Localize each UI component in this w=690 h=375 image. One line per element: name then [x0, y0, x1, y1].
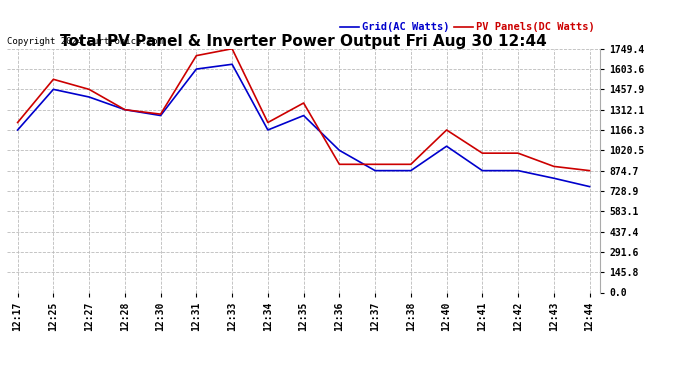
Grid(AC Watts): [49, 87, 57, 92]
PV Panels(DC Watts): [371, 162, 380, 166]
Line: PV Panels(DC Watts): PV Panels(DC Watts): [18, 49, 589, 171]
Grid(AC Watts): [442, 144, 451, 148]
PV Panels(DC Watts): [514, 151, 522, 155]
Grid(AC Watts): [228, 62, 236, 66]
Grid(AC Watts): [335, 148, 344, 153]
Grid(AC Watts): [550, 176, 558, 180]
PV Panels(DC Watts): [299, 101, 308, 105]
Grid(AC Watts): [157, 113, 165, 118]
PV Panels(DC Watts): [14, 120, 22, 125]
Grid(AC Watts): [264, 128, 272, 132]
Line: Grid(AC Watts): Grid(AC Watts): [18, 64, 589, 187]
PV Panels(DC Watts): [121, 107, 129, 112]
PV Panels(DC Watts): [442, 128, 451, 132]
PV Panels(DC Watts): [157, 112, 165, 116]
Grid(AC Watts): [406, 168, 415, 173]
PV Panels(DC Watts): [228, 46, 236, 51]
Grid(AC Watts): [299, 113, 308, 118]
Grid(AC Watts): [371, 168, 380, 173]
PV Panels(DC Watts): [550, 164, 558, 169]
Grid(AC Watts): [193, 67, 201, 71]
Grid(AC Watts): [121, 107, 129, 112]
Grid(AC Watts): [14, 128, 22, 132]
Grid(AC Watts): [514, 168, 522, 173]
Grid(AC Watts): [478, 168, 486, 173]
Grid(AC Watts): [585, 184, 593, 189]
PV Panels(DC Watts): [193, 53, 201, 58]
PV Panels(DC Watts): [478, 151, 486, 155]
PV Panels(DC Watts): [49, 77, 57, 82]
Title: Total PV Panel & Inverter Power Output Fri Aug 30 12:44: Total PV Panel & Inverter Power Output F…: [60, 34, 547, 49]
PV Panels(DC Watts): [335, 162, 344, 166]
Grid(AC Watts): [85, 95, 93, 99]
PV Panels(DC Watts): [406, 162, 415, 166]
PV Panels(DC Watts): [85, 87, 93, 92]
PV Panels(DC Watts): [585, 168, 593, 173]
Legend: Grid(AC Watts), PV Panels(DC Watts): Grid(AC Watts), PV Panels(DC Watts): [340, 22, 595, 32]
Text: Copyright 2024 Curtronics.com: Copyright 2024 Curtronics.com: [7, 38, 163, 46]
PV Panels(DC Watts): [264, 120, 272, 125]
